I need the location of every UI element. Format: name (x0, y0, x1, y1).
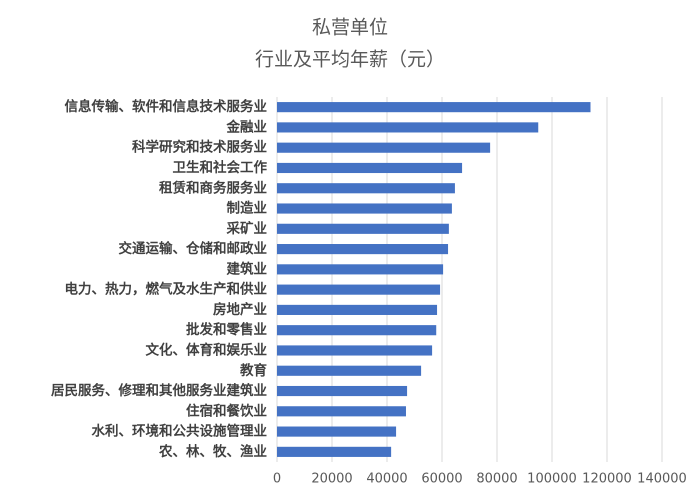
bar (277, 223, 449, 234)
chart-title: 私营单位 (312, 17, 388, 39)
x-tick-label: 0 (273, 472, 281, 487)
bar (277, 345, 433, 356)
y-tick-label: 科学研究和技术服务业 (132, 139, 267, 156)
bar (277, 264, 444, 275)
bar (277, 142, 491, 153)
chart-subtitle: 行业及平均年薪（元） (255, 49, 445, 71)
x-tick-label: 80000 (476, 472, 517, 487)
x-tick-label: 140000 (637, 472, 687, 487)
bar (277, 365, 422, 376)
y-tick-label: 文化、体育和娱乐业 (146, 341, 268, 358)
bar (277, 426, 397, 437)
bar (277, 122, 539, 133)
y-tick-label: 水利、环境和公共设施管理业 (92, 423, 268, 440)
bar (277, 304, 438, 315)
y-tick-label: 居民服务、修理和其他服务业建筑业 (51, 382, 267, 399)
y-tick-label: 房地产业 (213, 301, 267, 318)
y-tick-label: 金融业 (226, 118, 268, 135)
x-tick-label: 120000 (582, 472, 632, 487)
bar (277, 162, 463, 174)
y-tick-label: 卫生和社会工作 (173, 159, 268, 176)
bar (277, 325, 437, 336)
y-tick-label: 批发和零售业 (186, 321, 267, 338)
y-tick-label: 采矿业 (227, 220, 268, 237)
x-tick-label: 100000 (527, 472, 577, 487)
y-tick-label: 制造业 (227, 200, 268, 217)
y-tick-label: 教育 (240, 362, 267, 379)
x-tick-label: 60000 (421, 472, 462, 487)
y-tick-label: 交通运输、仓储和邮政业 (119, 240, 268, 257)
y-tick-label: 租赁和商务服务业 (159, 179, 267, 196)
x-tick-label: 20000 (311, 472, 352, 487)
bar (277, 203, 452, 214)
bar (277, 446, 392, 457)
bar (277, 385, 408, 397)
x-tick-label: 40000 (366, 472, 407, 487)
bar (277, 284, 441, 295)
bar (277, 244, 449, 255)
bar (277, 183, 455, 194)
bar (277, 406, 406, 417)
y-tick-label: 建筑业 (226, 260, 268, 277)
y-tick-label: 农、林、牧、渔业 (158, 443, 267, 460)
y-tick-label: 住宿和餐饮业 (186, 402, 267, 419)
y-tick-label: 信息传输、软件和信息技术服务业 (65, 98, 268, 115)
bar (277, 102, 591, 113)
y-tick-label: 电力、热力，燃气及水生产和供业 (65, 281, 268, 298)
